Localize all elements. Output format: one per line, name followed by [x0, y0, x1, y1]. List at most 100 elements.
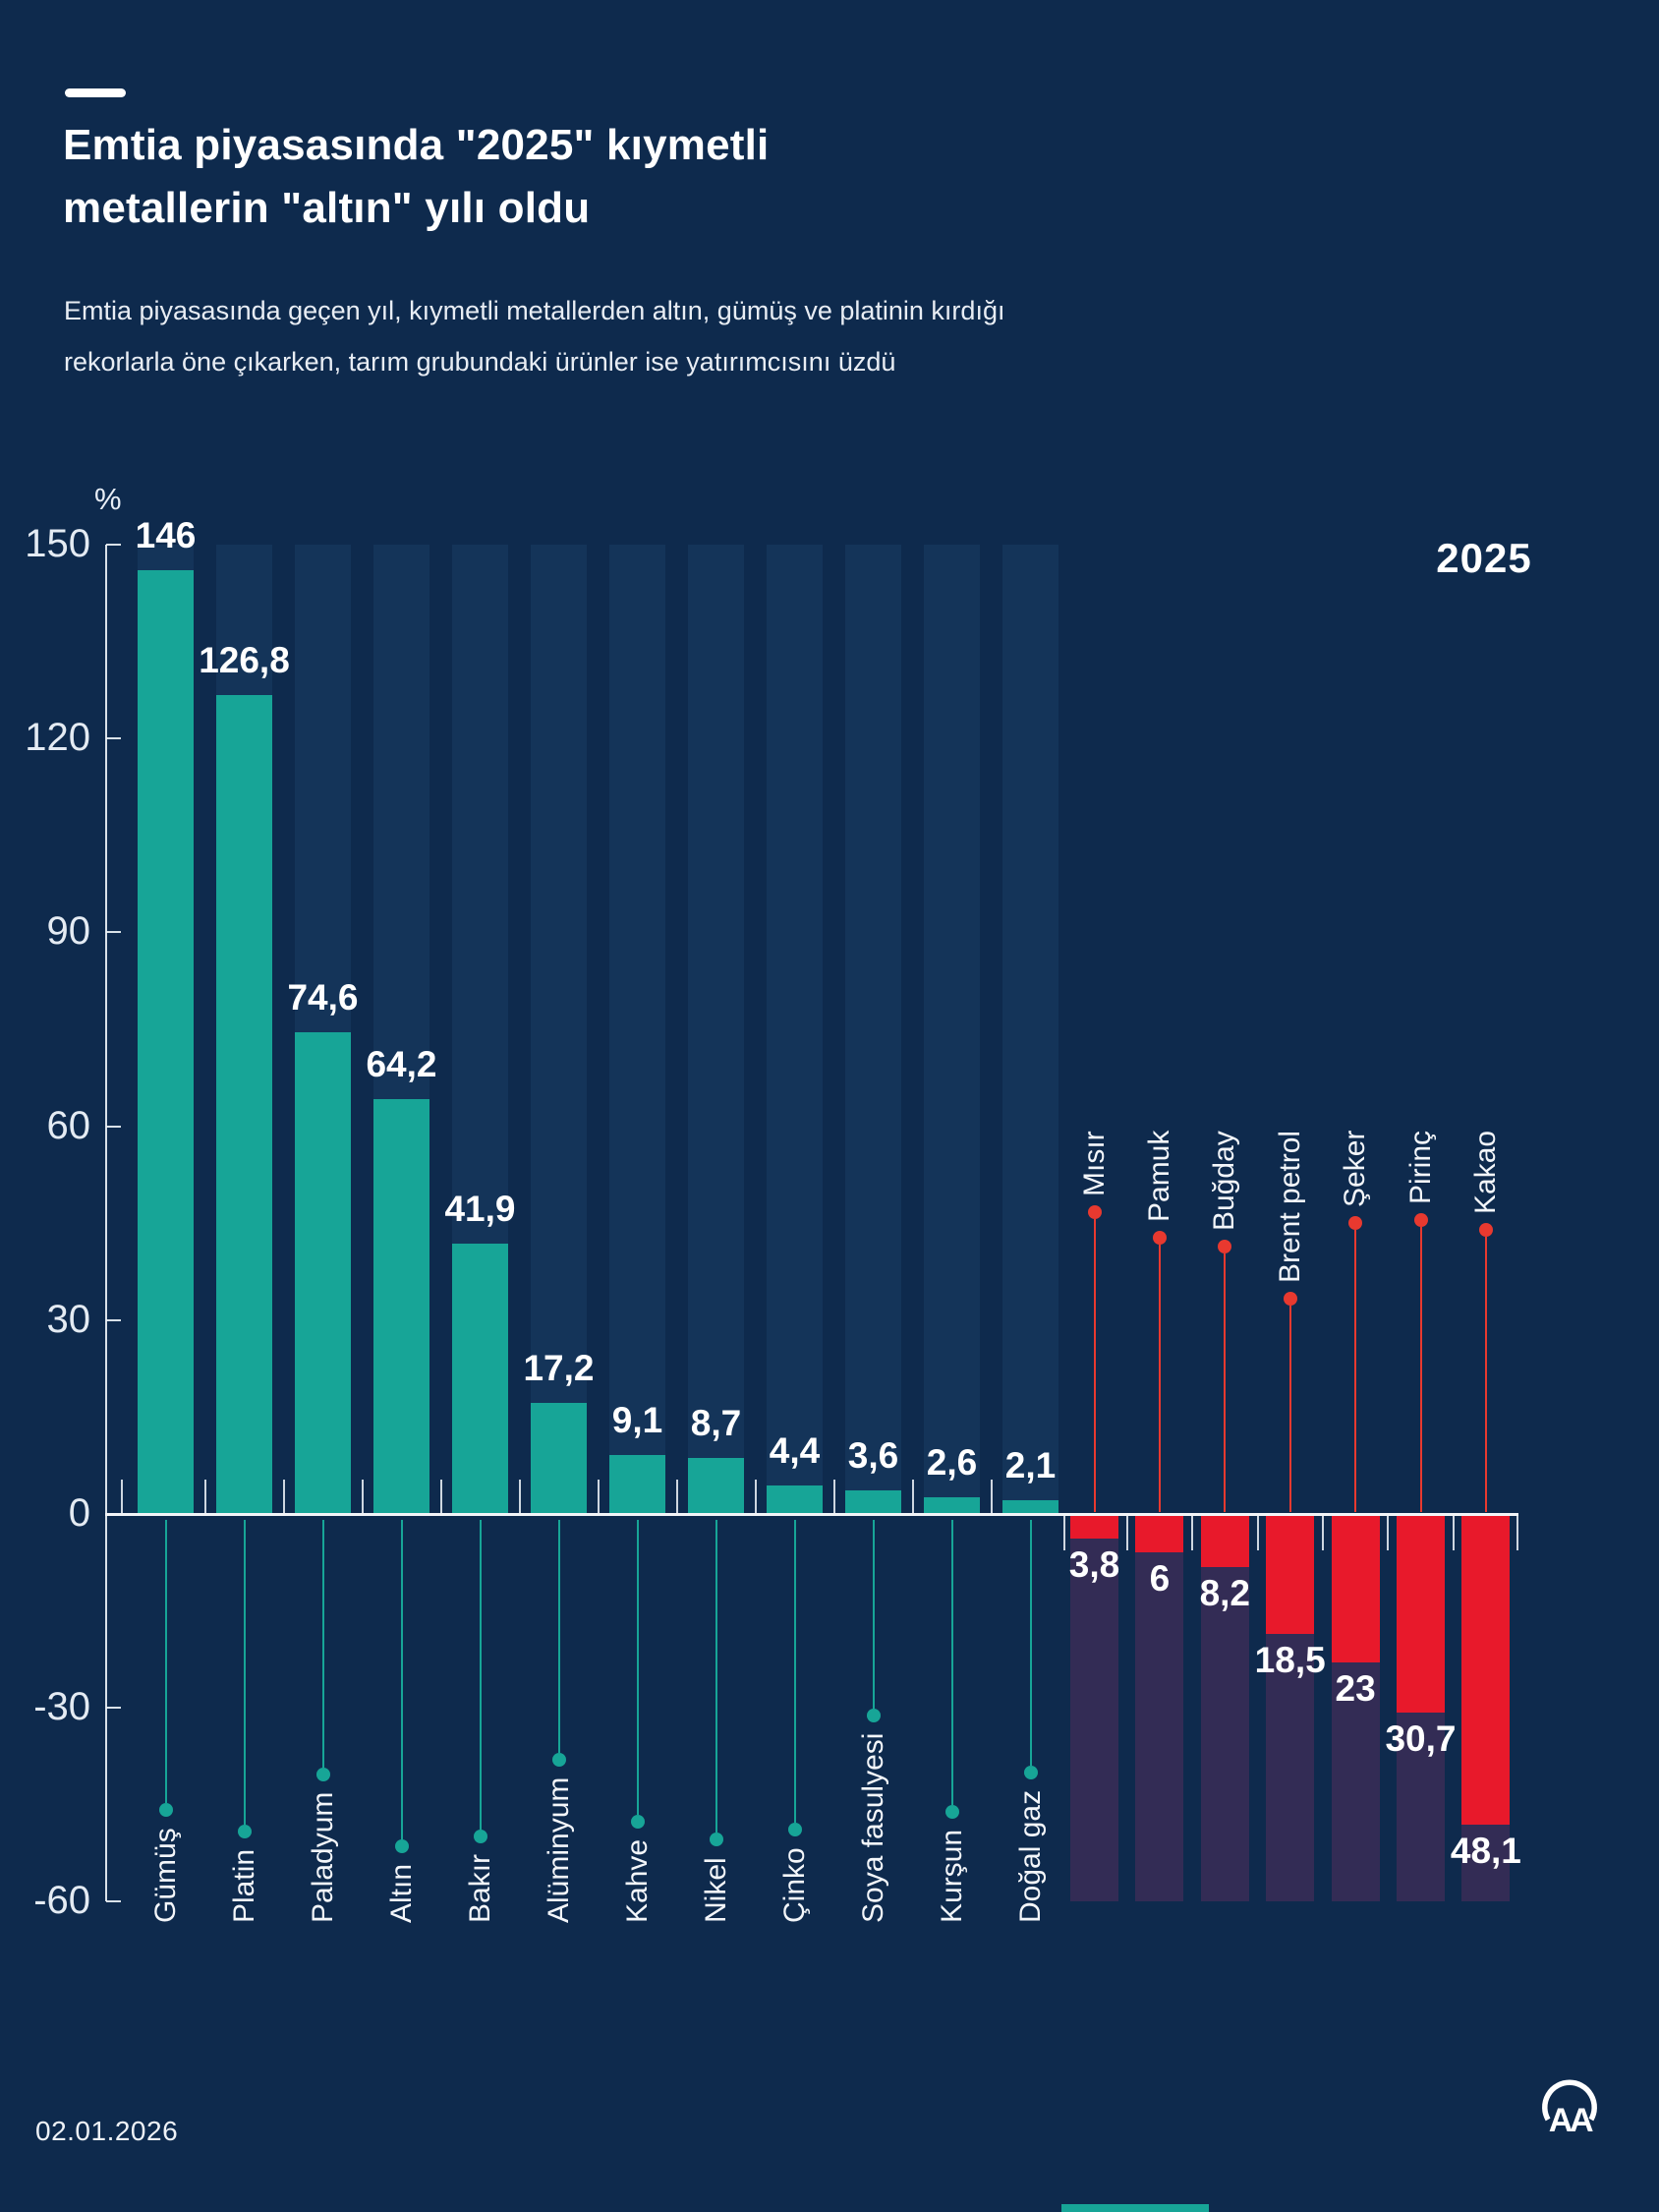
y-axis-unit-label: %: [94, 482, 122, 516]
bar-Kurşun: [924, 1496, 980, 1514]
column-background-stripe: [1200, 1514, 1249, 1901]
leader-dot: [1413, 1213, 1428, 1227]
leader-line: [479, 1520, 482, 1830]
category-label: Kurşun: [935, 1829, 968, 1923]
aa-logo-letters: AA: [1549, 2102, 1593, 2139]
y-tick-mark: [106, 544, 121, 547]
x-tick-up: [990, 1480, 993, 1514]
leader-line: [1158, 1245, 1161, 1512]
x-axis-baseline: [105, 1513, 1518, 1516]
category-label: Kakao: [1468, 1130, 1502, 1214]
bar-Buğday: [1200, 1514, 1249, 1567]
aa-logo-arc: [1542, 2079, 1597, 2122]
bar-Alüminyum: [531, 1402, 587, 1514]
leader-dot: [1023, 1766, 1038, 1779]
x-tick-down: [1452, 1516, 1455, 1550]
category-label: Buğday: [1208, 1131, 1241, 1231]
leader-dot: [1478, 1223, 1493, 1237]
leader-line: [1029, 1520, 1032, 1766]
value-label: 48,1: [1450, 1831, 1521, 1872]
category-label: Altın: [384, 1863, 418, 1923]
column-background-stripe: [845, 545, 901, 1514]
y-tick-mark: [106, 931, 121, 934]
leader-dot: [237, 1825, 252, 1838]
value-label: 126,8: [199, 639, 290, 680]
bar-Kakao: [1461, 1514, 1511, 1826]
bar-Platin: [216, 694, 272, 1514]
leader-dot: [158, 1803, 173, 1817]
leader-line: [321, 1520, 324, 1768]
leader-dot: [1348, 1216, 1363, 1230]
value-label: 2,6: [926, 1441, 978, 1483]
leader-line: [793, 1520, 796, 1823]
bar-Doğal gaz: [1002, 1500, 1058, 1514]
x-tick-up: [361, 1480, 364, 1514]
leader-line: [400, 1520, 403, 1839]
x-tick-down: [1516, 1516, 1518, 1550]
column-background-stripe: [924, 545, 980, 1514]
bar-Altın: [373, 1099, 429, 1514]
x-tick-up: [203, 1480, 206, 1514]
category-label: Paladyum: [306, 1791, 339, 1923]
x-tick-up: [832, 1480, 835, 1514]
y-tick-label: 30: [46, 1297, 91, 1341]
page-subtitle-line2: rekorlarla öne çıkarken, tarım grubundak…: [64, 347, 896, 377]
leader-dot: [315, 1768, 330, 1781]
category-label: Çinko: [777, 1847, 811, 1923]
category-label: Kahve: [620, 1838, 654, 1923]
leader-line: [243, 1520, 246, 1825]
leader-dot: [1218, 1240, 1232, 1253]
leader-dot: [630, 1815, 645, 1829]
value-label: 3,6: [847, 1435, 899, 1477]
value-label: 146: [135, 515, 197, 556]
value-label: 17,2: [523, 1347, 595, 1388]
leader-line: [1224, 1253, 1227, 1512]
value-label: 18,5: [1254, 1639, 1326, 1680]
column-background-stripe: [1135, 1514, 1184, 1901]
bar-Pamuk: [1135, 1514, 1184, 1553]
value-label: 6: [1149, 1558, 1171, 1600]
bar-Mısır: [1070, 1514, 1118, 1539]
x-tick-down: [1063, 1516, 1065, 1550]
bar-Kahve: [609, 1455, 665, 1514]
x-tick-down: [1387, 1516, 1390, 1550]
value-label: 4,4: [769, 1430, 821, 1472]
leader-dot: [1283, 1292, 1297, 1306]
category-label: Doğal gaz: [1013, 1789, 1047, 1923]
bar-Şeker: [1331, 1514, 1380, 1663]
category-label: Pirinç: [1403, 1130, 1437, 1204]
leader-line: [950, 1520, 953, 1805]
value-label: 23: [1335, 1668, 1376, 1710]
category-label: Soya fasulyesi: [856, 1732, 889, 1923]
x-tick-up: [911, 1480, 914, 1514]
x-tick-up: [518, 1480, 521, 1514]
leader-line: [1354, 1230, 1357, 1512]
bar-Nikel: [688, 1457, 744, 1514]
column-background-stripe: [767, 545, 823, 1514]
leader-line: [557, 1520, 560, 1753]
value-label: 8,2: [1199, 1572, 1251, 1613]
leader-line: [1484, 1237, 1487, 1512]
leader-dot: [866, 1709, 881, 1722]
x-tick-down: [1191, 1516, 1194, 1550]
x-tick-up: [282, 1480, 285, 1514]
value-label: 64,2: [366, 1044, 437, 1084]
bar-Bakır: [452, 1243, 508, 1514]
y-tick-mark: [106, 1318, 121, 1321]
x-tick-up: [754, 1480, 757, 1514]
bar-Çinko: [767, 1485, 823, 1514]
y-tick-label: 0: [68, 1491, 90, 1535]
column-background-stripe: [1002, 545, 1058, 1514]
y-tick-mark: [106, 1900, 121, 1903]
category-label: Mısır: [1077, 1131, 1111, 1196]
page-title: Emtia piyasasında "2025" kıymetli metall…: [63, 114, 1144, 240]
footer-accent-strip: [1061, 2204, 1209, 2212]
aa-agency-logo: AA: [1542, 2079, 1597, 2139]
category-label: Şeker: [1339, 1130, 1372, 1207]
column-background-stripe: [688, 545, 744, 1514]
leader-dot: [944, 1805, 959, 1819]
bar-Soya fasulyesi: [845, 1490, 901, 1514]
leader-dot: [1152, 1231, 1167, 1245]
page-subtitle: Emtia piyasasında geçen yıl, kıymetli me…: [64, 285, 1243, 387]
